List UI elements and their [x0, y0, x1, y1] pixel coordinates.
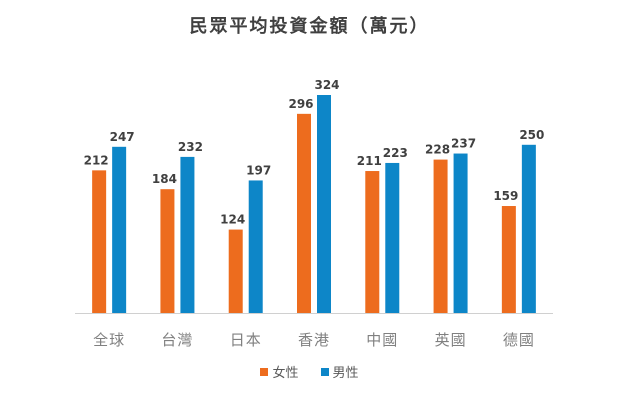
x-tick-label: 香港	[298, 331, 330, 349]
x-tick-label: 中國	[366, 331, 398, 349]
data-label: 212	[84, 153, 109, 167]
bar-male	[317, 95, 331, 313]
legend: 女性 男性	[0, 362, 619, 381]
legend-label-male: 男性	[332, 366, 359, 381]
legend-label-female: 女性	[272, 366, 299, 381]
data-label: 124	[220, 213, 245, 227]
bar-female	[501, 206, 516, 313]
data-label: 232	[178, 140, 203, 154]
bar-female	[228, 229, 243, 313]
data-label: 296	[288, 97, 313, 111]
bar-female	[365, 171, 380, 313]
bar-female	[433, 159, 448, 313]
data-label: 197	[246, 163, 271, 177]
data-label: 159	[493, 189, 518, 203]
bar-female	[297, 113, 311, 313]
legend-item-female: 女性	[260, 362, 299, 381]
legend-swatch-female	[260, 367, 269, 376]
x-tick-label: 德國	[503, 331, 535, 349]
bar-male	[180, 156, 195, 313]
x-tick-label: 全球	[93, 331, 125, 349]
bar-male	[248, 180, 263, 313]
data-label: 250	[519, 128, 544, 142]
x-tick-label: 英國	[435, 331, 467, 349]
legend-item-male: 男性	[320, 362, 359, 381]
legend-swatch-male	[320, 367, 329, 376]
chart-title: 民眾平均投資金額（萬元）	[189, 16, 430, 37]
x-tick-label: 台灣	[161, 331, 193, 349]
data-label: 324	[314, 78, 339, 92]
x-tick-label: 日本	[230, 331, 262, 349]
bar-male	[112, 146, 127, 313]
data-label: 211	[357, 154, 382, 168]
data-label: 223	[383, 146, 408, 160]
bar-male	[521, 144, 536, 313]
data-label: 228	[425, 143, 450, 157]
bar-male	[385, 162, 400, 313]
bar-female	[160, 189, 175, 313]
bar-male	[453, 153, 468, 313]
data-label: 247	[110, 130, 135, 144]
bar-female	[92, 170, 107, 313]
data-label: 184	[152, 172, 177, 186]
data-label: 237	[451, 137, 476, 151]
